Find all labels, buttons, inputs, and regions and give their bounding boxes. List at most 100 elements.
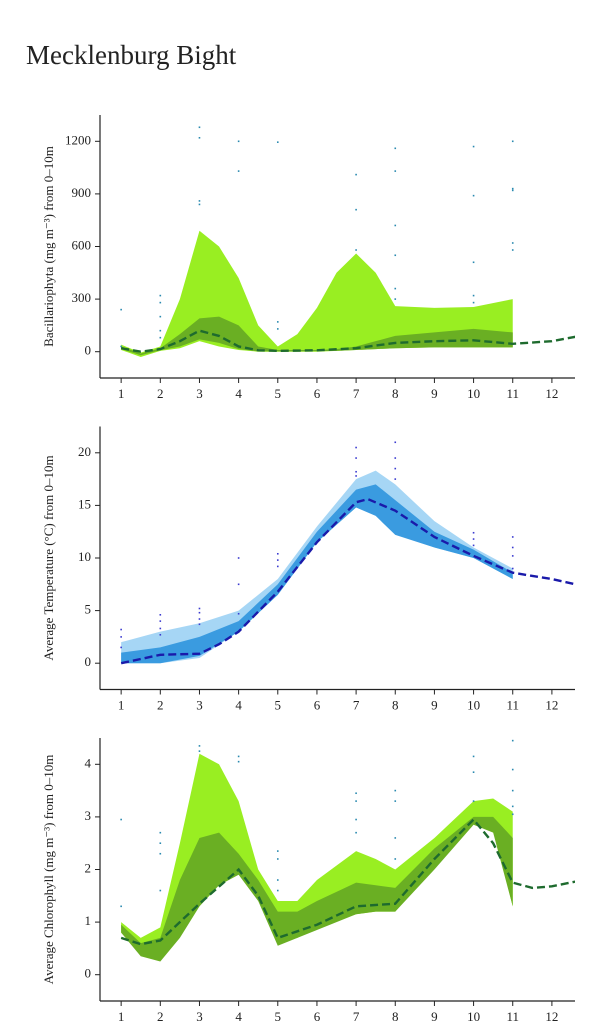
x-tick-label: 4	[235, 1009, 242, 1024]
y-tick-label: 0	[85, 966, 92, 981]
observation	[276, 850, 279, 852]
observation	[198, 745, 201, 747]
x-tick-label: 12	[545, 697, 558, 712]
median-line	[120, 817, 575, 946]
observation	[355, 818, 357, 821]
observation	[355, 800, 357, 802]
observation	[120, 308, 122, 311]
x-tick-label: 9	[431, 1009, 438, 1024]
observation	[472, 301, 475, 304]
x-tick-label: 12	[545, 1009, 558, 1024]
observation	[198, 126, 201, 129]
observation	[120, 818, 122, 821]
observation	[159, 633, 162, 636]
observation	[198, 203, 201, 206]
observation	[394, 254, 397, 257]
observation	[472, 755, 475, 758]
observation	[276, 559, 279, 561]
x-tick-label: 3	[196, 1009, 203, 1024]
observation	[511, 242, 514, 244]
observation	[120, 628, 122, 631]
band	[121, 316, 513, 356]
observation	[511, 140, 514, 143]
observation	[511, 546, 514, 549]
observation	[355, 208, 357, 211]
observation	[355, 470, 357, 473]
observation	[511, 789, 514, 792]
observation	[159, 852, 162, 855]
y-tick-label: 20	[78, 444, 91, 459]
band	[121, 470, 513, 664]
observation	[511, 536, 514, 538]
x-tick-label: 11	[506, 386, 519, 401]
observation	[472, 261, 475, 264]
observation	[394, 858, 397, 860]
x-tick-label: 5	[275, 1009, 282, 1024]
x-tick-label: 8	[392, 1009, 399, 1024]
observation	[159, 627, 162, 630]
x-tick-label: 3	[196, 697, 203, 712]
page-title: Mecklenburg Bight	[26, 40, 237, 70]
observation	[120, 905, 122, 908]
observation	[276, 565, 279, 568]
x-tick-label: 1	[118, 697, 125, 712]
observation	[472, 771, 475, 773]
observation	[276, 552, 279, 555]
observation	[159, 294, 162, 297]
band	[121, 753, 513, 959]
observation	[394, 800, 397, 802]
observation	[198, 750, 201, 752]
x-tick-label: 5	[275, 386, 282, 401]
observation	[198, 200, 201, 202]
observation	[355, 475, 357, 477]
observation	[472, 294, 475, 297]
observation	[355, 457, 357, 459]
observation	[355, 173, 357, 176]
y-tick-label: 0	[85, 654, 92, 669]
x-tick-label: 9	[431, 386, 438, 401]
observation	[237, 583, 240, 586]
observation	[120, 646, 122, 649]
observation	[237, 557, 240, 559]
observation	[394, 467, 397, 470]
observation	[394, 170, 397, 172]
observation	[355, 249, 357, 251]
y-axis-label: Bacillariophyta (mg m⁻³) from 0–10m	[41, 146, 56, 347]
observation	[276, 141, 279, 143]
observation	[276, 879, 279, 881]
observation	[394, 287, 397, 290]
observation	[159, 889, 162, 892]
observation	[472, 531, 475, 534]
observation	[159, 614, 162, 616]
observation	[394, 457, 397, 459]
x-tick-label: 9	[431, 697, 438, 712]
plot-area	[120, 441, 575, 665]
y-tick-label: 2	[85, 860, 92, 875]
x-tick-label: 8	[392, 697, 399, 712]
y-tick-label: 10	[78, 549, 91, 564]
plot-area	[120, 126, 575, 357]
y-tick-label: 600	[72, 237, 92, 252]
observation	[276, 858, 279, 860]
x-tick-label: 10	[467, 386, 480, 401]
observation	[237, 755, 240, 758]
observation	[237, 140, 240, 143]
observation	[472, 538, 475, 540]
band	[121, 816, 513, 962]
x-tick-label: 12	[545, 386, 558, 401]
observation	[198, 607, 201, 610]
observation	[276, 328, 279, 330]
observation	[159, 315, 162, 318]
observation	[511, 187, 514, 190]
observation	[511, 249, 514, 251]
observation	[159, 301, 162, 304]
observation	[159, 842, 162, 844]
x-tick-label: 3	[196, 386, 203, 401]
observation	[159, 329, 162, 332]
x-tick-label: 5	[275, 697, 282, 712]
observation	[511, 739, 514, 742]
observation	[276, 321, 279, 323]
x-tick-label: 2	[157, 697, 164, 712]
x-tick-label: 4	[235, 386, 242, 401]
